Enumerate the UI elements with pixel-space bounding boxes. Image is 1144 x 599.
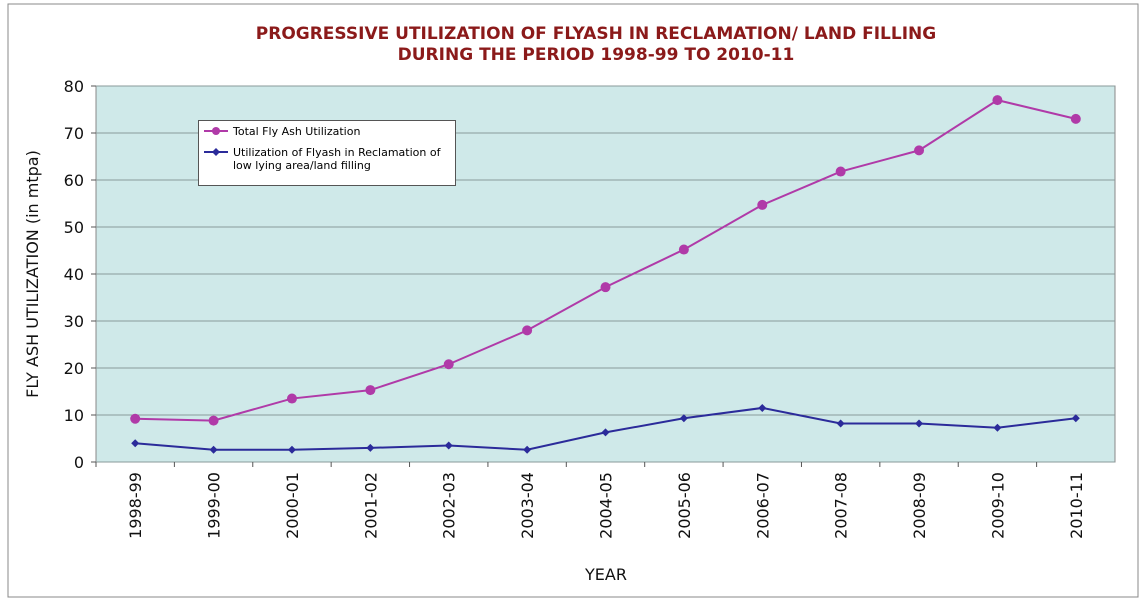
y-tick-label: 30 [64, 312, 84, 331]
x-tick-label: 2005-06 [675, 472, 694, 539]
chart-title: PROGRESSIVE UTILIZATION OF FLYASH IN REC… [256, 24, 936, 44]
point [836, 419, 845, 428]
point [600, 282, 611, 293]
point [444, 441, 453, 450]
y-tick-label: 40 [64, 265, 84, 284]
point [679, 414, 688, 423]
x-tick-label: 2001-02 [361, 472, 380, 539]
y-tick-label: 10 [64, 406, 84, 425]
y-axis-label: FLY ASH UTILIZATION (in mtpa) [23, 150, 42, 398]
point [209, 445, 218, 454]
chart-border [7, 3, 1139, 598]
legend-swatch [204, 127, 228, 135]
point [131, 439, 140, 448]
x-tick-label: 2006-07 [753, 472, 772, 539]
x-tick-label: 2009-10 [988, 472, 1007, 539]
x-tick-label: 2003-04 [518, 472, 537, 539]
point [835, 166, 846, 177]
point [522, 325, 533, 336]
point [443, 359, 454, 370]
point [366, 443, 375, 452]
legend-label: Total Fly Ash Utilization [233, 125, 361, 138]
point [914, 145, 925, 156]
legend-entry: Total Fly Ash Utilization [203, 125, 451, 138]
chart-subtitle: DURING THE PERIOD 1998-99 TO 2010-11 [398, 45, 795, 65]
x-tick-label: 2007-08 [832, 472, 851, 539]
x-axis-label: YEAR [584, 565, 627, 584]
x-tick-label: 1999-00 [205, 472, 224, 539]
legend-label: Utilization of Flyash in Reclamation of … [233, 146, 441, 172]
y-tick-label: 20 [64, 359, 84, 378]
x-tick-label: 2010-11 [1067, 472, 1086, 539]
point [992, 95, 1003, 106]
legend-marker [212, 127, 220, 135]
legend: Total Fly Ash Utilization Utilization of … [198, 120, 456, 186]
point [130, 413, 141, 424]
point [993, 423, 1002, 432]
point [286, 393, 297, 404]
point [365, 385, 376, 396]
point [915, 419, 924, 428]
x-tick-label: 1998-99 [126, 472, 145, 539]
x-tick-label: 2008-09 [910, 472, 929, 539]
x-tick-label: 2002-03 [440, 472, 459, 539]
point [757, 199, 768, 210]
legend-marker [212, 148, 220, 156]
point [523, 445, 532, 454]
point [601, 428, 610, 437]
point [758, 403, 767, 412]
point [1071, 414, 1080, 423]
legend-swatch [204, 148, 228, 156]
point [287, 445, 296, 454]
y-tick-label: 0 [74, 453, 84, 472]
legend-entry: Utilization of Flyash in Reclamation of … [203, 146, 451, 172]
point [1070, 113, 1081, 124]
y-tick-label: 60 [64, 171, 84, 190]
point [678, 244, 689, 255]
y-tick-label: 80 [64, 77, 84, 96]
y-tick-label: 50 [64, 218, 84, 237]
y-tick-label: 70 [64, 124, 84, 143]
point [208, 415, 219, 426]
x-tick-label: 2000-01 [283, 472, 302, 539]
x-tick-label: 2004-05 [597, 472, 616, 539]
